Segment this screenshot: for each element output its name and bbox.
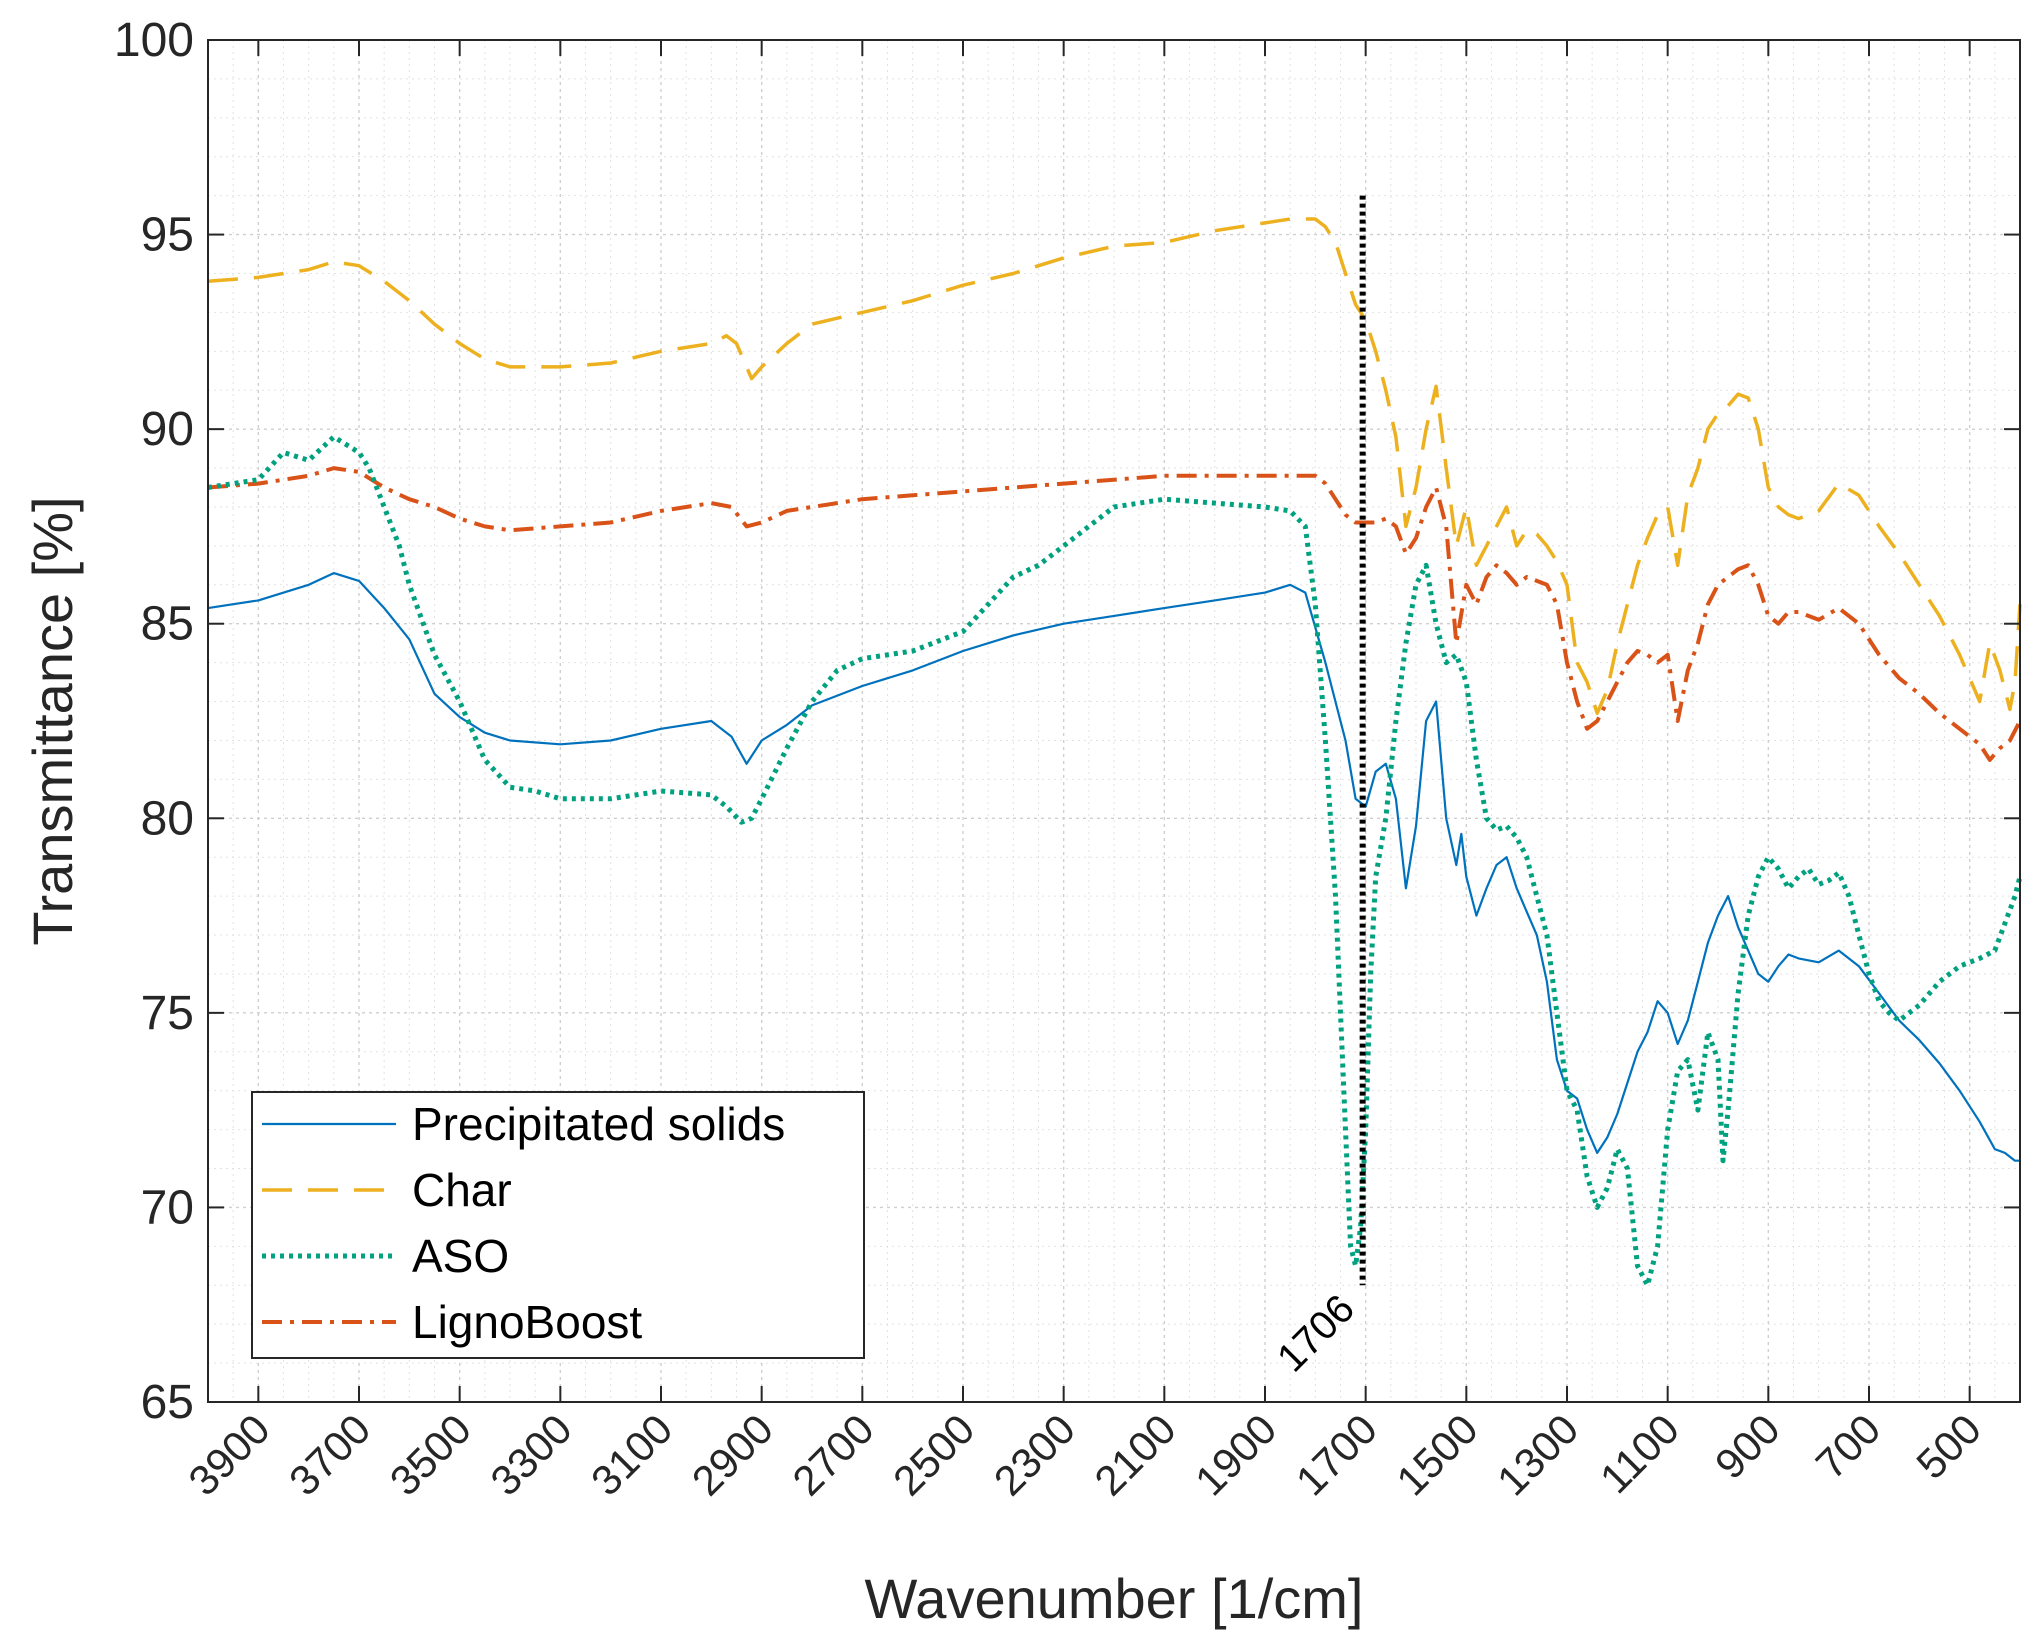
y-tick-label: 70	[141, 1181, 194, 1234]
series-line-aso	[207, 434, 2023, 1288]
series-layer	[207, 217, 2023, 1288]
legend-label: LignoBoost	[412, 1296, 642, 1348]
y-tick-label: 75	[141, 987, 194, 1040]
y-tick-label: 100	[114, 14, 194, 67]
series-line-precipitated-solids	[207, 572, 2020, 1162]
y-tick-label: 85	[141, 598, 194, 651]
legend-label: Char	[412, 1164, 512, 1216]
y-tick-label: 80	[141, 792, 194, 845]
legend: Precipitated solids Char ASO LignoBoost	[251, 1091, 865, 1359]
y-tick-label: 95	[141, 209, 194, 262]
y-axis-title: Transmittance [%]	[21, 496, 84, 945]
plot-frame	[207, 39, 2021, 1403]
y-axis-ticks: 65 70 75 80 85 90 95 100	[114, 14, 2020, 1429]
x-axis-title: Wavenumber [1/cm]	[865, 1567, 1364, 1630]
legend-box	[251, 1091, 865, 1359]
series-line-lignoboost	[207, 466, 2022, 762]
y-tick-label: 90	[141, 403, 194, 456]
series-line-char	[207, 217, 2022, 715]
legend-items: Precipitated solids Char ASO LignoBoost	[262, 1098, 785, 1348]
y-tick-label: 65	[141, 1376, 194, 1429]
legend-label: ASO	[412, 1230, 509, 1282]
legend-label: Precipitated solids	[412, 1098, 785, 1150]
